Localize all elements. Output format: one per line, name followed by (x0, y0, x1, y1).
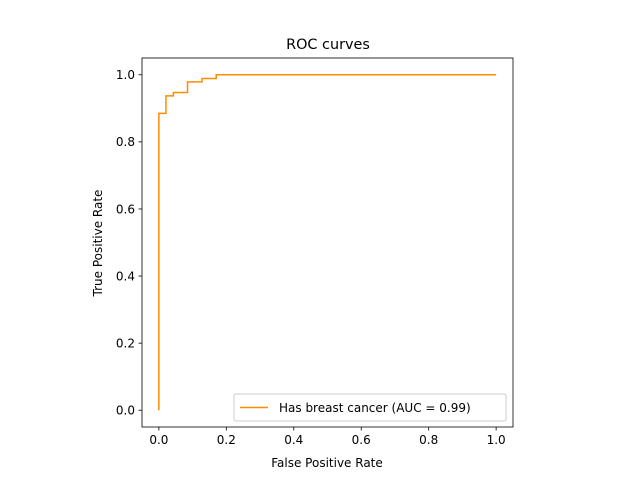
axes-frame (141, 57, 514, 428)
x-tick-label: 0.4 (284, 433, 303, 447)
chart-title: ROC curves (286, 37, 370, 53)
y-tick-label: 0.2 (116, 336, 135, 350)
x-tick-label: 1.0 (487, 433, 506, 447)
x-axis-ticks: 0.0 0.2 0.4 0.6 0.8 1.0 (149, 427, 506, 447)
x-axis-label: False Positive Rate (271, 456, 383, 470)
series-lines (158, 74, 497, 411)
legend-frame (233, 393, 507, 422)
plot-area: 0.0 0.2 0.4 0.6 0.8 1.0 0.0 0.2 0.4 0.6 0.8 1.0 (116, 57, 514, 447)
roc-curve-line (158, 74, 497, 411)
y-axis-label: True Positive Rate (91, 190, 105, 298)
legend-entry-label: Has breast cancer (AUC = 0.99) (279, 401, 471, 415)
x-tick-label: 0.6 (352, 433, 371, 447)
y-tick-label: 0.6 (116, 202, 135, 216)
y-axis-ticks: 0.0 0.2 0.4 0.6 0.8 1.0 (116, 68, 142, 418)
x-tick-label: 0.2 (217, 433, 236, 447)
y-tick-label: 0.8 (116, 135, 135, 149)
x-tick-label: 0.0 (149, 433, 168, 447)
y-tick-label: 1.0 (116, 68, 135, 82)
y-tick-label: 0.4 (116, 269, 135, 283)
legend: Has breast cancer (AUC = 0.99) (233, 393, 507, 422)
x-tick-label: 0.8 (419, 433, 438, 447)
y-tick-label: 0.0 (116, 404, 135, 418)
